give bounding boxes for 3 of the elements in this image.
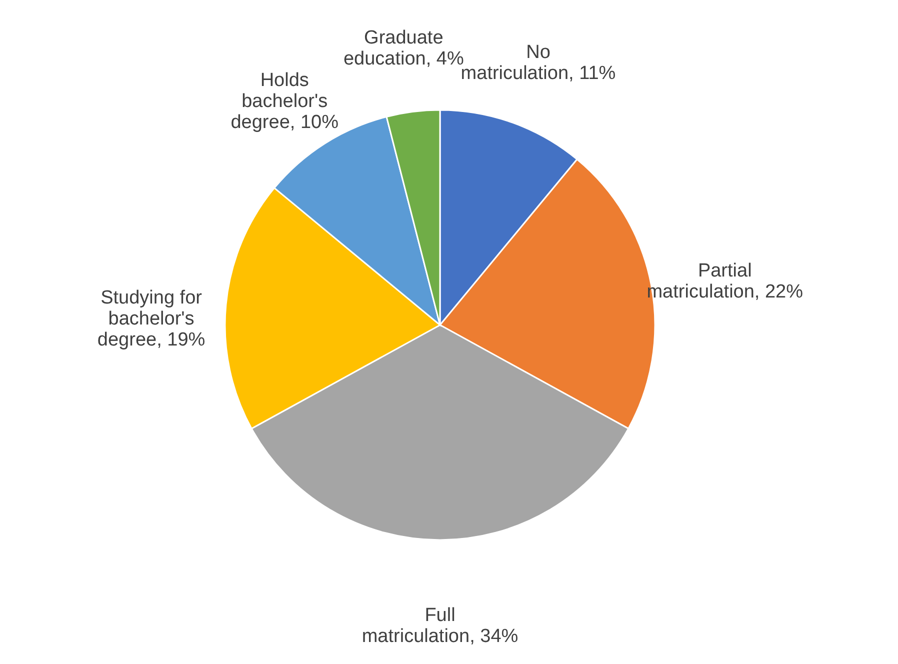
slice-label: Studying for bachelor's degree, 19%: [97, 288, 206, 351]
slice-label: Holds bachelor's degree, 10%: [230, 70, 339, 134]
slice-label: Full matriculation, 34%: [362, 605, 518, 647]
